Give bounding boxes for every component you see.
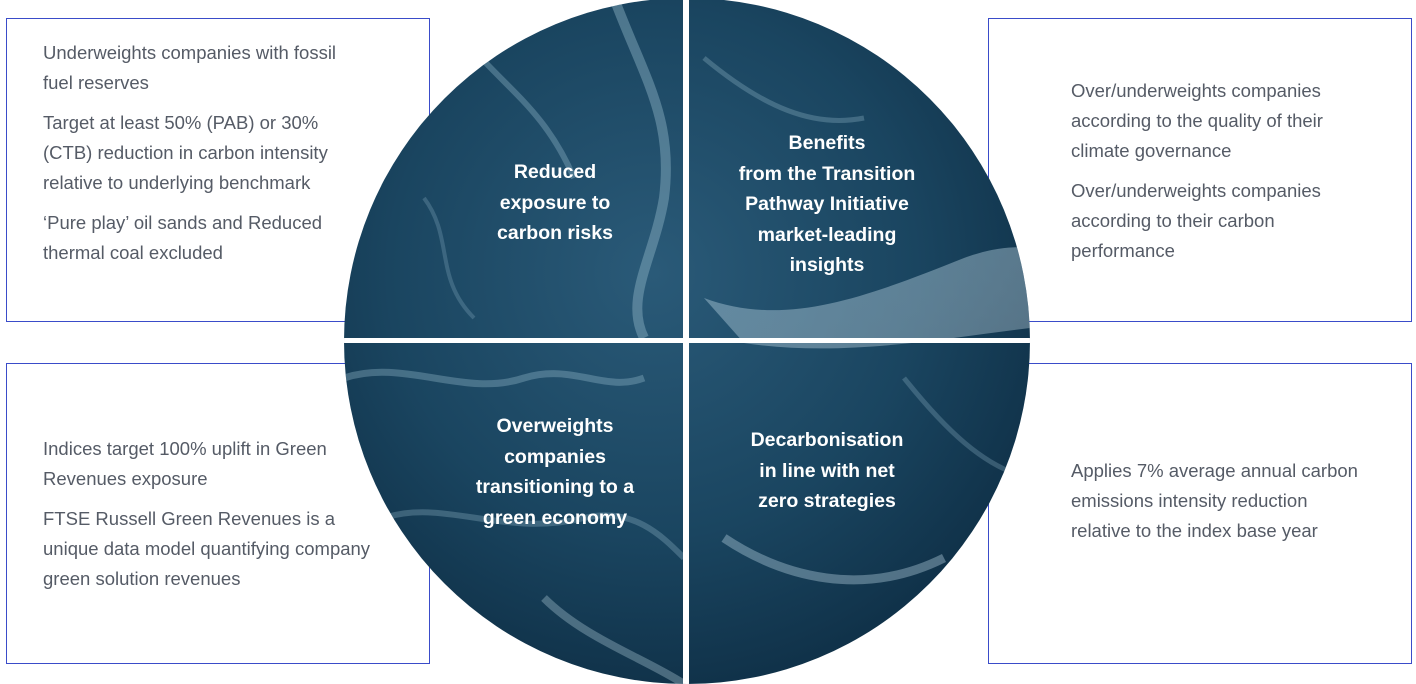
point: Over/underweights companies according to… xyxy=(1071,180,1321,261)
foam-streak xyxy=(704,247,1030,349)
label-line: companies xyxy=(504,445,606,468)
quadrant-label-decarbonisation: Decarbonisation in line with net zero st… xyxy=(722,425,932,517)
label-line: green economy xyxy=(482,506,628,529)
label-line: carbon risks xyxy=(497,222,613,244)
label-line: Pathway Initiative xyxy=(745,193,909,215)
bottom-right-points: Applies 7% average annual carbon emissio… xyxy=(1071,456,1371,556)
point: Applies 7% average annual carbon emissio… xyxy=(1071,460,1358,541)
ocean-circle xyxy=(344,0,1030,684)
foam-streak xyxy=(541,595,687,684)
bottom-left-points: Indices target 100% uplift in Green Reve… xyxy=(43,434,373,604)
label-line: in line with net xyxy=(759,459,895,482)
foam-streak xyxy=(422,196,476,320)
label-line: Benefits xyxy=(788,132,866,154)
label-line: market-leading xyxy=(757,223,897,246)
foam-streak xyxy=(702,56,865,123)
point: Indices target 100% uplift in Green Reve… xyxy=(43,438,327,489)
foam-streak xyxy=(383,509,687,561)
foam-streak xyxy=(344,368,646,388)
quadrant-label-green-economy: Overweights companies transitioning to a… xyxy=(445,411,665,533)
top-right-info-box xyxy=(988,18,1412,322)
label-line: Decarbonisation xyxy=(750,429,904,451)
point: ‘Pure play’ oil sands and Reduced therma… xyxy=(43,212,323,263)
label-line: Reduced xyxy=(513,161,597,183)
quadrant-label-reduced-exposure: Reduced exposure to carbon risks xyxy=(460,157,650,249)
foam-streak xyxy=(609,0,671,341)
point: FTSE Russell Green Revenues is a unique … xyxy=(43,508,371,589)
label-line: from the Transition xyxy=(738,162,916,185)
horizontal-divider xyxy=(344,338,1030,343)
quadrant-label-tpi-benefits: Benefits from the Transition Pathway Ini… xyxy=(707,128,947,281)
label-line: Overweights xyxy=(496,415,614,437)
label-line: insights xyxy=(789,254,865,276)
bottom-right-info-box xyxy=(988,363,1412,664)
top-right-points: Over/underweights companies according to… xyxy=(1071,76,1381,276)
point: Target at least 50% (PAB) or 30% (CTB) r… xyxy=(43,112,328,193)
label-line: transitioning to a xyxy=(475,476,635,498)
top-left-points: Underweights companies with fossil fuel … xyxy=(43,38,353,278)
point: Underweights companies with fossil fuel … xyxy=(43,42,337,93)
label-line: zero strategies xyxy=(758,490,896,512)
foam-streak xyxy=(721,534,947,585)
point: Over/underweights companies according to… xyxy=(1071,80,1323,161)
label-line: exposure to xyxy=(499,191,611,214)
